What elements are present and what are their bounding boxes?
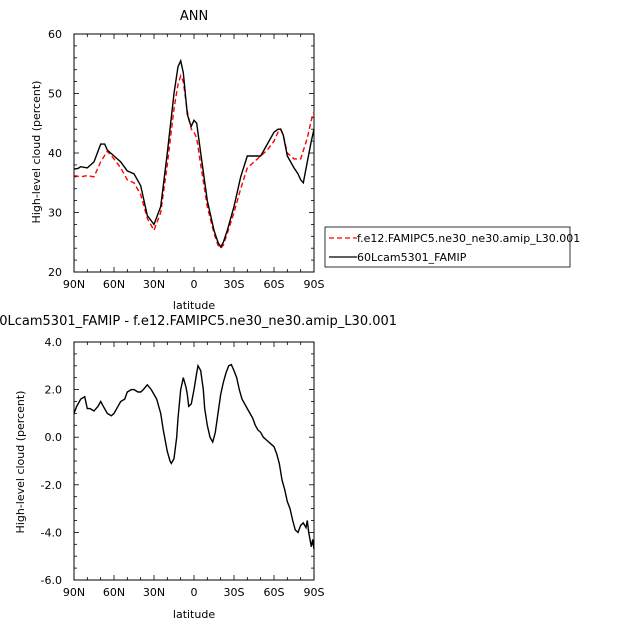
bottom-x-tick-label: 60N [103,586,125,599]
top-x-tick-label: 90N [63,278,85,291]
top-x-tick-label: 90S [304,278,325,291]
bottom-y-tick-label: -2.0 [41,479,62,492]
top-x-tick-label: 30N [143,278,165,291]
top-series-line-2 [73,58,315,249]
top-y-tick-label: 60 [48,28,62,41]
bottom-x-tick-label: 30N [143,586,165,599]
bottom-series-line-1 [73,363,315,550]
bottom-x-tick-label: 0 [191,586,198,599]
top-x-tick-label: 30S [224,278,245,291]
bottom-y-tick-label: 0.0 [45,431,63,444]
bottom-chart-title: 60Lcam5301_FAMIP - f.e12.FAMIPC5.ne30_ne… [0,314,397,329]
bottom-y-tick-label: 2.0 [45,384,63,397]
top-x-tick-label: 0 [191,278,198,291]
top-x-tick-label: 60S [264,278,285,291]
legend-label-series-1: f.e12.FAMIPC5.ne30_ne30.amip_L30.001 [357,232,580,245]
top-y-tick-label: 20 [48,266,62,279]
bottom-y-tick-label: -4.0 [41,526,62,539]
legend-label-series-2: 60Lcam5301_FAMIP [357,251,467,264]
bottom-chart-x-axis-label: latitude [173,608,215,621]
bottom-x-tick-label: 30S [224,586,245,599]
legend-box [324,226,571,268]
bottom-x-tick-label: 90N [63,586,85,599]
top-series-line-1 [73,73,315,250]
top-chart-x-axis-label: latitude [173,299,215,312]
top-chart-y-axis-label: High-level cloud (percent) [30,81,43,224]
top-panel: ANN High-level cloud (percent) latitude … [30,9,325,312]
top-chart-title: ANN [180,9,208,24]
bottom-chart-y-axis-label: High-level cloud (percent) [14,391,27,534]
bottom-x-tick-label: 90S [304,586,325,599]
bottom-y-tick-label: 4.0 [45,336,63,349]
top-x-tick-label: 60N [103,278,125,291]
top-y-tick-label: 50 [48,88,62,101]
bottom-y-tick-label: -6.0 [41,574,62,587]
legend: f.e12.FAMIPC5.ne30_ne30.amip_L30.001 60L… [324,226,580,268]
bottom-x-tick-label: 60S [264,586,285,599]
bottom-panel: 60Lcam5301_FAMIP - f.e12.FAMIPC5.ne30_ne… [0,314,397,621]
top-y-tick-label: 40 [48,147,62,160]
top-y-tick-label: 30 [48,207,62,220]
